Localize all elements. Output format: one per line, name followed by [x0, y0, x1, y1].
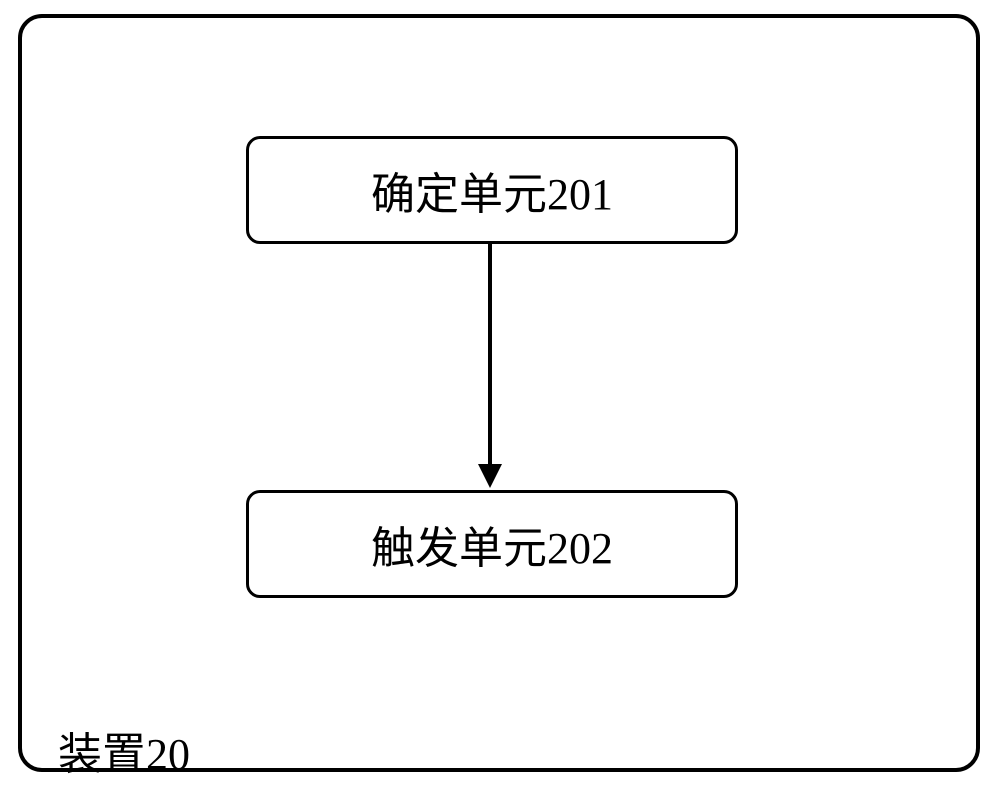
node-trigger-unit: 触发单元202 — [246, 490, 738, 598]
container-label: 装置20 — [58, 718, 190, 782]
node-trigger-unit-label: 触发单元202 — [371, 512, 613, 576]
device-container: 装置20 — [18, 14, 980, 772]
arrow-line — [488, 244, 492, 464]
node-determine-unit: 确定单元201 — [246, 136, 738, 244]
arrow-head-icon — [478, 464, 502, 488]
node-determine-unit-label: 确定单元201 — [371, 158, 613, 222]
